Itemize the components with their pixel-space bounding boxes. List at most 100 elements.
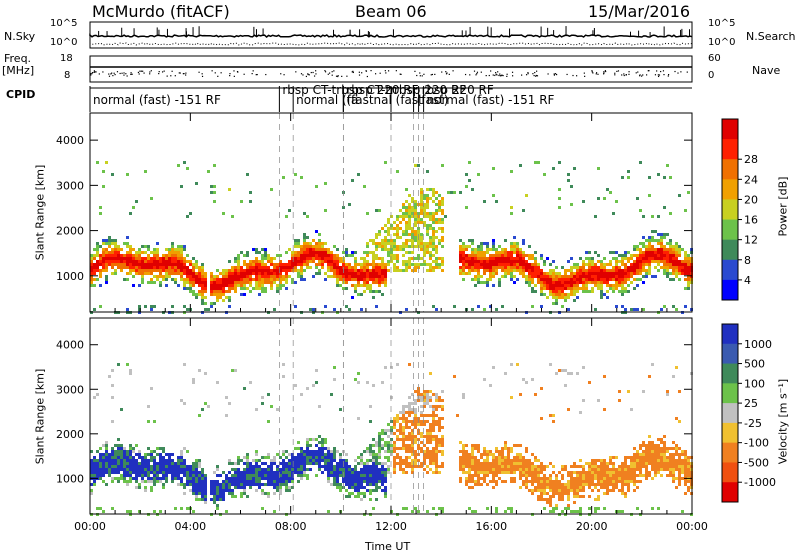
echo-cell [186,477,189,480]
echo-cell [669,257,672,260]
echo-cell [93,468,96,471]
echo-cell [285,465,288,468]
echo-cell [684,269,687,272]
nave-dot [657,74,659,76]
echo-cell [159,477,162,480]
echo-cell [372,465,375,468]
echo-cell [516,260,519,263]
echo-cell [537,477,540,480]
echo-cell [387,251,390,254]
echo-cell [156,275,159,278]
nave-dot [119,72,121,75]
echo-cell [621,480,624,483]
echo-cell [195,182,198,185]
echo-cell [216,296,219,299]
echo-cell [378,453,381,456]
echo-cell [228,260,231,263]
echo-cell [234,483,237,486]
echo-cell [288,489,291,492]
nave-dot [111,72,113,74]
echo-cell [369,474,372,477]
echo-cell [663,233,666,236]
echo-cell [411,227,414,230]
echo-cell [321,254,324,257]
echo-cell [264,257,267,260]
echo-cell [366,278,369,281]
echo-cell [633,474,636,477]
echo-cell [402,206,405,209]
echo-cell [210,287,213,290]
echo-cell [357,456,360,459]
echo-cell [180,266,183,269]
echo-cell [336,281,339,284]
echo-cell [552,290,555,293]
echo-cell [219,272,222,275]
echo-cell [261,456,264,459]
echo-cell [522,474,525,477]
echo-cell [603,480,606,483]
echo-cell [273,471,276,474]
echo-cell [549,284,552,287]
echo-cell [387,269,390,272]
echo-cell [273,281,276,284]
echo-cell [354,480,357,483]
echo-cell [387,465,390,468]
echo-cell [561,266,564,269]
echo-cell [621,492,624,495]
echo-cell [96,248,99,251]
echo-cell [552,489,555,492]
echo-cell [435,221,438,224]
echo-cell [417,239,420,242]
echo-cell [501,468,504,471]
echo-cell [384,492,387,495]
echo-cell [177,272,180,275]
echo-cell [309,242,312,245]
echo-cell [531,287,534,290]
echo-cell [123,254,126,257]
echo-cell [570,272,573,275]
echo-cell [633,254,636,257]
echo-cell [381,278,384,281]
echo-cell [561,486,564,489]
nave-dot [434,73,436,76]
echo-cell [198,369,201,372]
echo-cell [126,236,129,239]
echo-cell [405,260,408,263]
echo-cell [300,245,303,248]
echo-cell [306,444,309,447]
nave-dot [680,71,682,73]
echo-cell [183,462,186,465]
echo-cell [468,474,471,477]
echo-cell [462,456,465,459]
echo-cell [339,456,342,459]
echo-cell [279,287,282,290]
echo-cell [351,480,354,483]
echo-cell [165,459,168,462]
echo-cell [327,510,330,513]
echo-cell [264,275,267,278]
echo-cell [279,486,282,489]
echo-cell [648,459,651,462]
echo-cell [429,254,432,257]
echo-cell [543,287,546,290]
echo-cell [489,450,492,453]
echo-cell [480,465,483,468]
echo-cell [405,221,408,224]
echo-cell [180,471,183,474]
echo-cell [333,471,336,474]
echo-cell [144,474,147,477]
echo-cell [357,381,360,384]
echo-cell [540,387,543,390]
echo-cell [159,465,162,468]
echo-cell [156,260,159,263]
echo-cell [207,405,210,408]
echo-cell [531,269,534,272]
echo-cell [156,480,159,483]
echo-cell [240,284,243,287]
nave-dot [616,70,618,72]
echo-cell [480,471,483,474]
echo-cell [678,456,681,459]
echo-cell [465,185,468,188]
echo-cell [426,200,429,203]
echo-cell [588,495,591,498]
